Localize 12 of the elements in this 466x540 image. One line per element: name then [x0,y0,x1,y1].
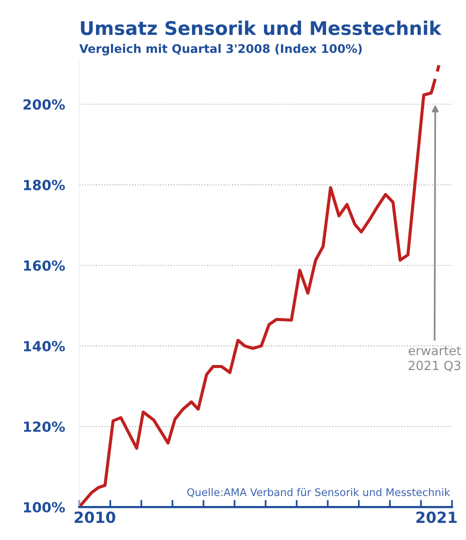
x-tick-label: 2021 [416,511,457,524]
y-tick-label: 120% [24,421,65,432]
x-tick-label: 2010 [74,511,116,524]
annotation: erwartet 2021 Q3 [408,346,462,372]
y-tick-label: 180% [24,180,65,190]
y-tick-label: 160% [24,260,65,271]
chart-subtitle: Vergleich mit Quartal 3'2008 (Index 100%) [79,44,362,56]
y-tick-label: 140% [24,340,65,352]
chart-title: Umsatz Sensorik und Messtechnik [80,20,442,36]
y-tick-label: 200% [24,99,65,110]
y-tick-label: 100% [24,502,65,513]
annotation: Quelle:AMA Verband für Sensorik und Messtechnik [187,488,450,498]
